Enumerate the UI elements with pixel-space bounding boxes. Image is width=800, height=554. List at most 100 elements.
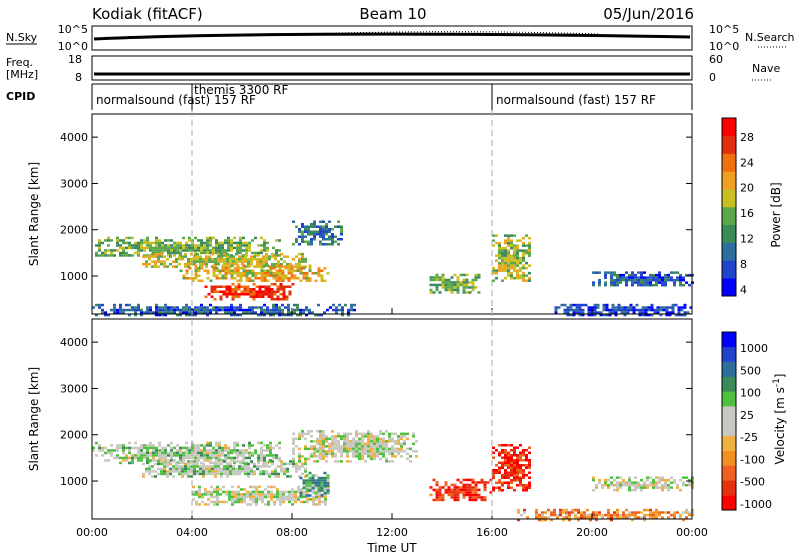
velocity-cell [528, 461, 531, 464]
power-cell [640, 283, 643, 287]
power-cell [272, 267, 276, 270]
power-cell [151, 265, 154, 268]
velocity-cell [314, 486, 318, 490]
power-cell [273, 298, 277, 301]
power-cell [286, 255, 289, 258]
velocity-cell [643, 508, 646, 512]
power-cell [185, 306, 188, 309]
power-cell [513, 249, 516, 252]
power-cell [292, 243, 295, 246]
velocity-cell [688, 511, 691, 514]
velocity-cell [184, 472, 187, 476]
velocity-cell [267, 500, 270, 504]
velocity-cell [208, 465, 211, 468]
power-cell [260, 249, 263, 252]
power-cell [231, 290, 235, 293]
power-cell [151, 252, 154, 256]
velocity-cell [107, 451, 110, 455]
power-cell [245, 274, 249, 277]
power-cell [185, 244, 188, 247]
power-cell [304, 257, 307, 261]
velocity-cell [504, 469, 507, 472]
power-cell [98, 254, 101, 257]
power-cell [501, 251, 504, 255]
velocity-colorbar-segment [722, 361, 736, 377]
power-cell [599, 313, 603, 317]
velocity-cell [501, 444, 504, 447]
power-cell [328, 235, 331, 238]
velocity-cell [178, 467, 181, 471]
power-cell [255, 290, 259, 293]
velocity-cell [474, 498, 478, 502]
power-cell [206, 311, 209, 314]
velocity-cell [306, 490, 309, 494]
velocity-cell [510, 456, 513, 459]
power-cell [223, 260, 226, 263]
power-cell [252, 298, 256, 301]
velocity-cell [361, 437, 364, 441]
power-cell [507, 249, 510, 252]
power-cell [188, 246, 191, 250]
power-cell [301, 230, 304, 233]
velocity-cell [303, 493, 306, 496]
power-cell [513, 261, 516, 265]
x-tick-label: 16:00 [476, 526, 508, 539]
velocity-cell [583, 516, 586, 519]
power-cell [331, 243, 334, 246]
power-cell [223, 252, 226, 256]
velocity-cell [547, 508, 550, 512]
velocity-cell [498, 466, 501, 469]
velocity-cell [188, 446, 191, 450]
power-cell [296, 308, 299, 312]
power-cell [113, 249, 116, 252]
velocity-cell [241, 460, 244, 463]
velocity-cell [559, 511, 562, 514]
velocity-cell [513, 471, 516, 474]
power-cell [649, 283, 652, 287]
power-cell [263, 311, 266, 314]
power-cell [322, 230, 325, 233]
velocity-cell [483, 481, 487, 484]
velocity-cell [161, 446, 164, 450]
velocity-cell [148, 467, 151, 471]
power-cell [203, 311, 206, 314]
power-cell [271, 255, 274, 258]
power-cell [107, 249, 110, 252]
power-cell [613, 271, 616, 274]
velocity-cell [217, 462, 220, 466]
velocity-cell [326, 489, 330, 492]
power-cell [682, 283, 685, 287]
velocity-cell [221, 449, 224, 452]
power-cell [155, 306, 158, 309]
power-cell [278, 306, 281, 309]
power-cell [281, 311, 284, 314]
velocity-cell [242, 451, 245, 455]
power-cell [155, 303, 158, 307]
velocity-cell [224, 454, 227, 457]
velocity-cell [276, 488, 279, 491]
power-cell [263, 239, 266, 242]
power-cell [668, 311, 672, 314]
power-cell [429, 278, 433, 282]
power-cell [211, 252, 214, 256]
velocity-cell [598, 513, 601, 517]
power-cell [337, 225, 340, 228]
power-cell [662, 308, 666, 312]
power-cell [122, 239, 125, 242]
velocity-cell [199, 472, 202, 476]
velocity-cell [325, 455, 328, 458]
velocity-cell [355, 452, 358, 456]
velocity-cell [184, 467, 187, 471]
velocity-cell [613, 513, 616, 517]
velocity-cell [313, 447, 316, 451]
x-tick-label: 04:00 [176, 526, 208, 539]
velocity-cell [255, 488, 258, 491]
velocity-cell [628, 481, 631, 484]
power-cell [465, 283, 469, 287]
velocity-cell [201, 495, 204, 499]
velocity-cell [170, 456, 173, 460]
velocity-cell [279, 503, 282, 506]
velocity-cell [243, 488, 246, 491]
velocity-cell [498, 454, 501, 457]
velocity-cell [207, 490, 210, 494]
